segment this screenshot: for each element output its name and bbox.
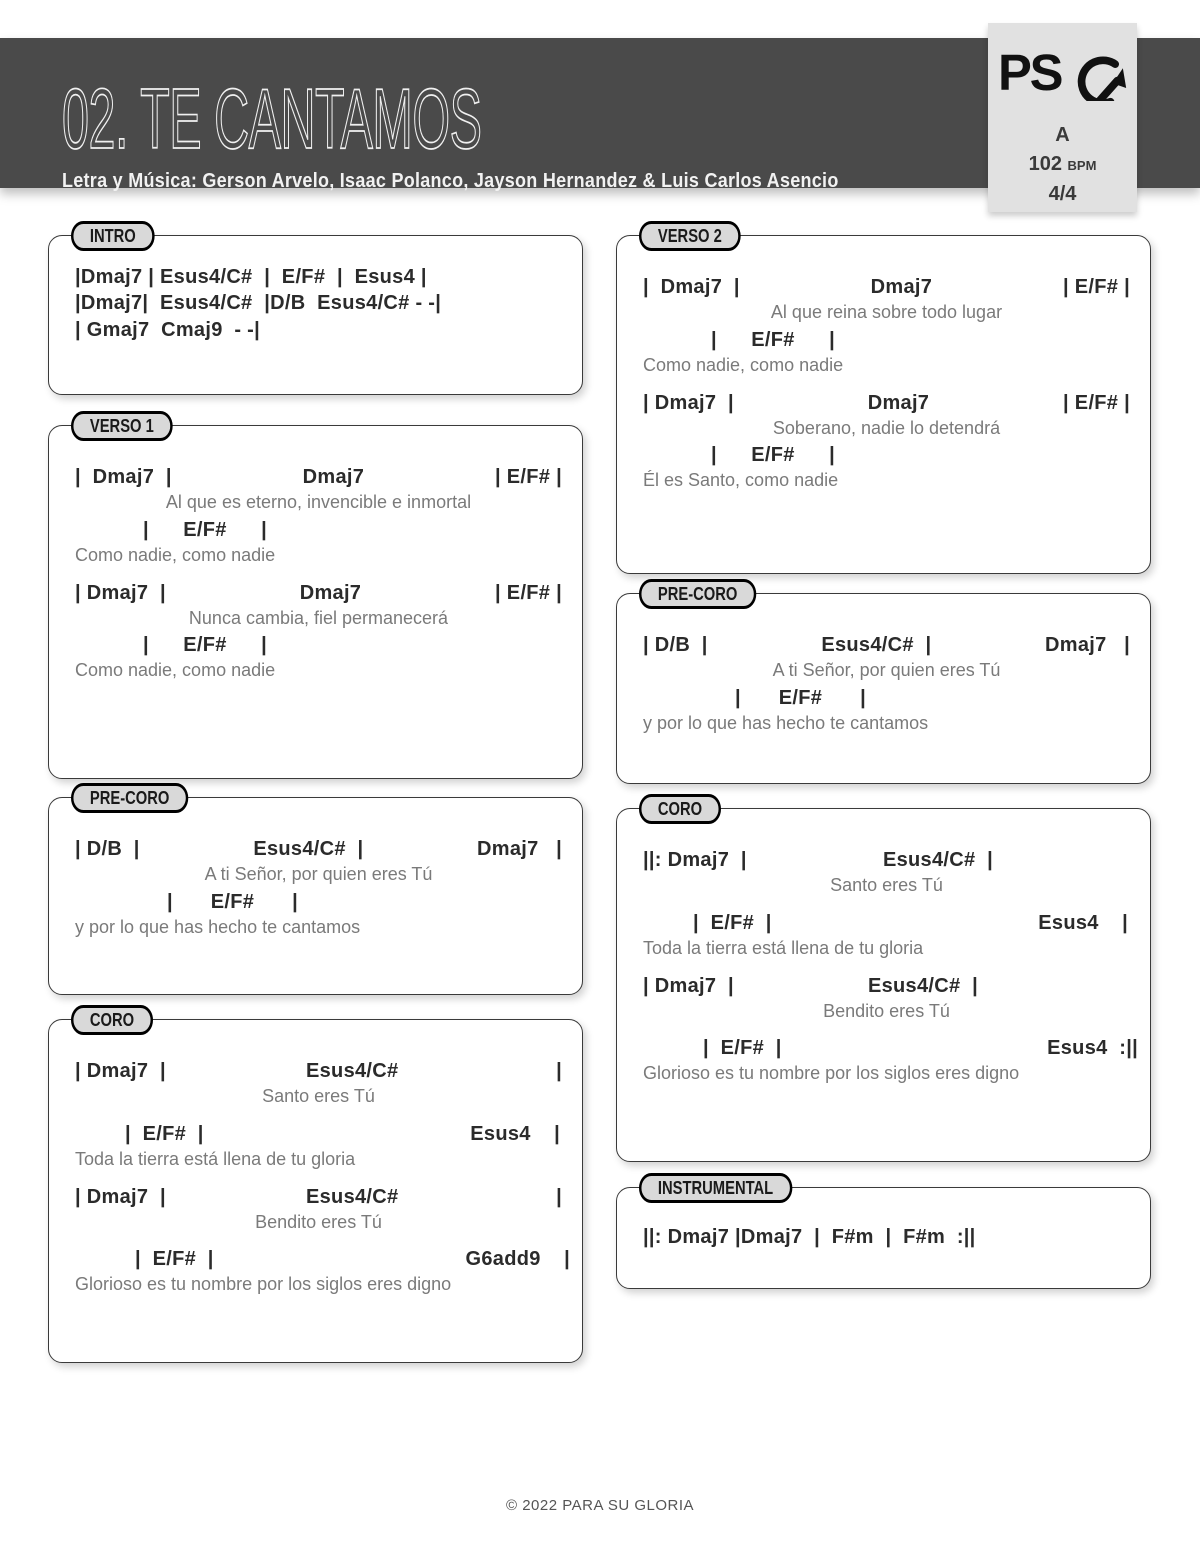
svg-text:PS: PS [998,44,1062,100]
